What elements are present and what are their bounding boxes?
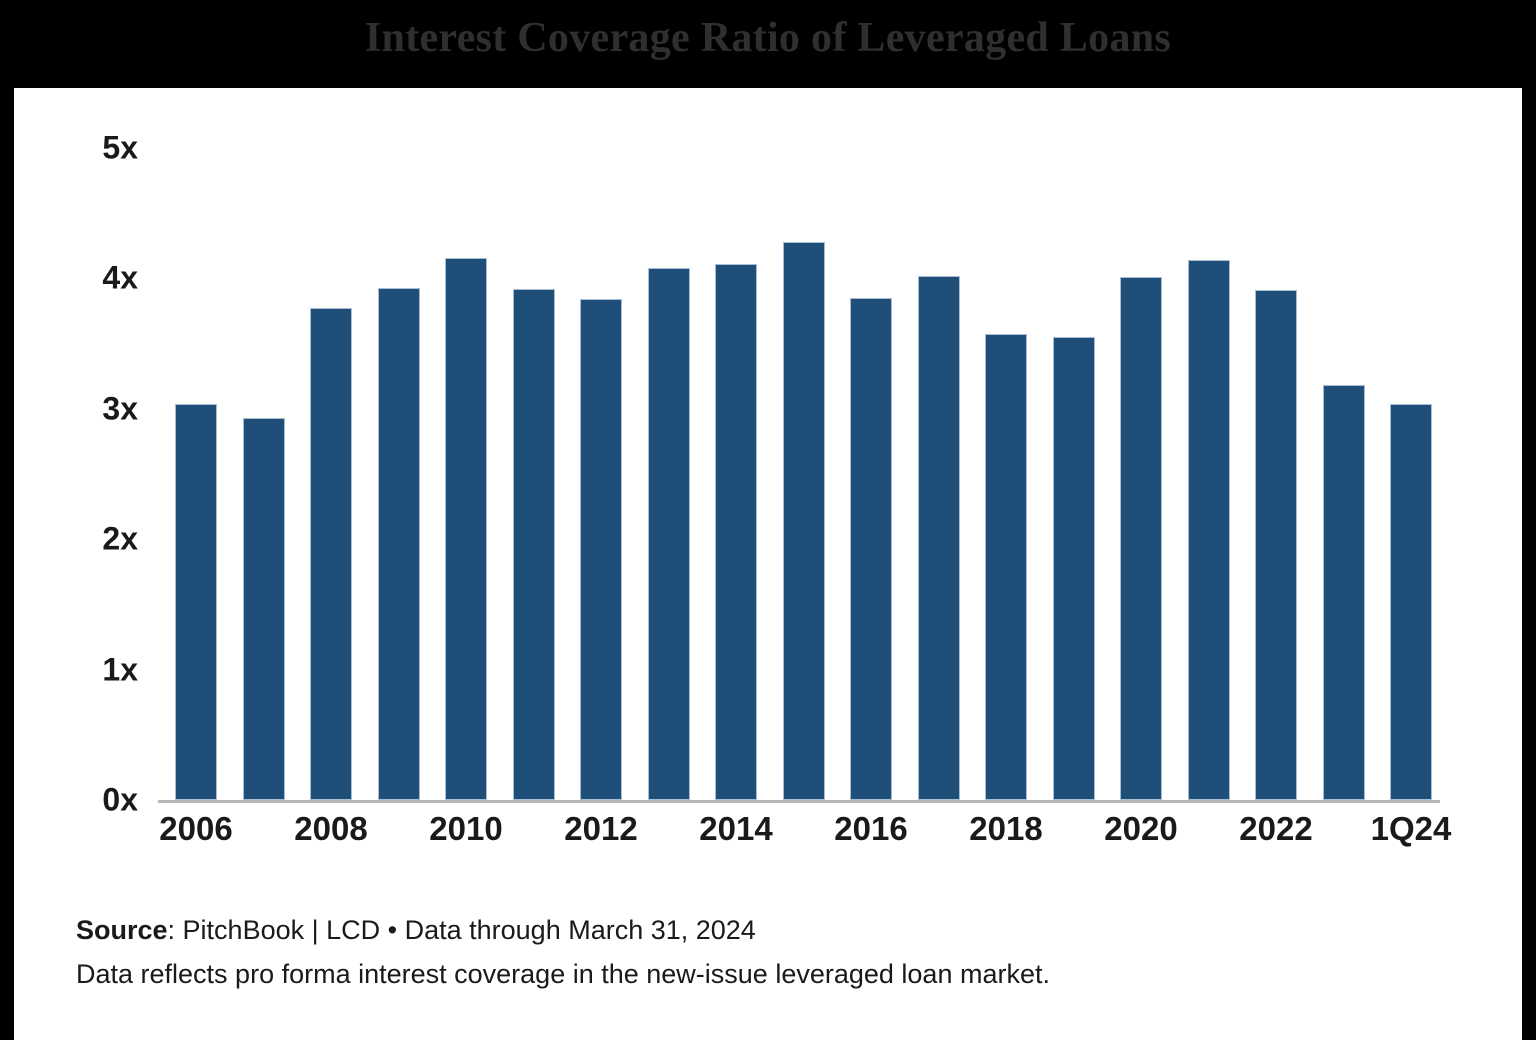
footnotes: Source: PitchBook | LCD • Data through M… [76,908,1476,996]
source-label: Source [76,915,168,945]
x-tick-label: 2014 [699,810,773,847]
bar-2009 [377,287,420,800]
bar-2022 [1255,290,1297,800]
bar-2012 [580,299,622,800]
y-tick-label: 2x [102,520,138,557]
bar-2013 [647,267,690,800]
bar-2007 [242,417,285,800]
x-tick-label: 2006 [159,810,233,847]
bar-2018 [985,334,1027,800]
x-tick-label: 2020 [1104,810,1178,847]
bar-2014 [715,264,757,800]
x-tick-label: 2010 [429,810,503,847]
x-tick-label: 2012 [564,810,638,847]
source-text: : PitchBook | LCD • Data through March 3… [167,915,756,945]
bar-series [158,88,1440,800]
source-line: Source: PitchBook | LCD • Data through M… [76,908,1476,952]
bar-2020 [1120,277,1162,800]
bar-2021 [1187,260,1230,800]
y-tick-label: 5x [102,129,138,166]
note-line: Data reflects pro forma interest coverag… [76,959,1050,989]
y-tick-label: 0x [102,781,138,818]
bar-2019 [1052,337,1095,800]
y-tick-label: 4x [102,259,138,296]
y-tick-label: 1x [102,651,138,688]
bar-2010 [445,257,487,800]
y-tick-label: 3x [102,390,138,427]
x-tick-label: 2008 [294,810,368,847]
bar-2011 [512,288,555,800]
x-tick-label: 2022 [1239,810,1313,847]
x-axis-baseline [158,800,1440,803]
bar-2016 [850,297,892,800]
bar-2015 [782,241,825,800]
y-axis: 0x 1x 2x 3x 4x 5x [14,88,1522,848]
plot-area: 0x 1x 2x 3x 4x 5x 2006 2008 2010 2012 2014 2016 201… [14,88,1522,848]
title-banner: Interest Coverage Ratio of Leveraged Loa… [0,0,1536,88]
bar-2017 [917,275,960,800]
x-tick-label: 1Q24 [1370,810,1452,847]
bar-2006 [175,403,217,800]
bar-1Q24 [1390,403,1432,800]
page-title: Interest Coverage Ratio of Leveraged Loa… [364,15,1172,61]
chart-canvas: 0x 1x 2x 3x 4x 5x 2006 2008 2010 2012 2014 2016 201… [14,88,1522,1040]
bar-2008 [310,308,352,800]
x-tick-label: 2016 [834,810,908,847]
bar-2023 [1322,385,1365,800]
x-axis: 2006 2008 2010 2012 2014 2016 2018 2020 2022 1Q24 [158,810,1451,866]
x-tick-label: 2018 [969,810,1043,847]
